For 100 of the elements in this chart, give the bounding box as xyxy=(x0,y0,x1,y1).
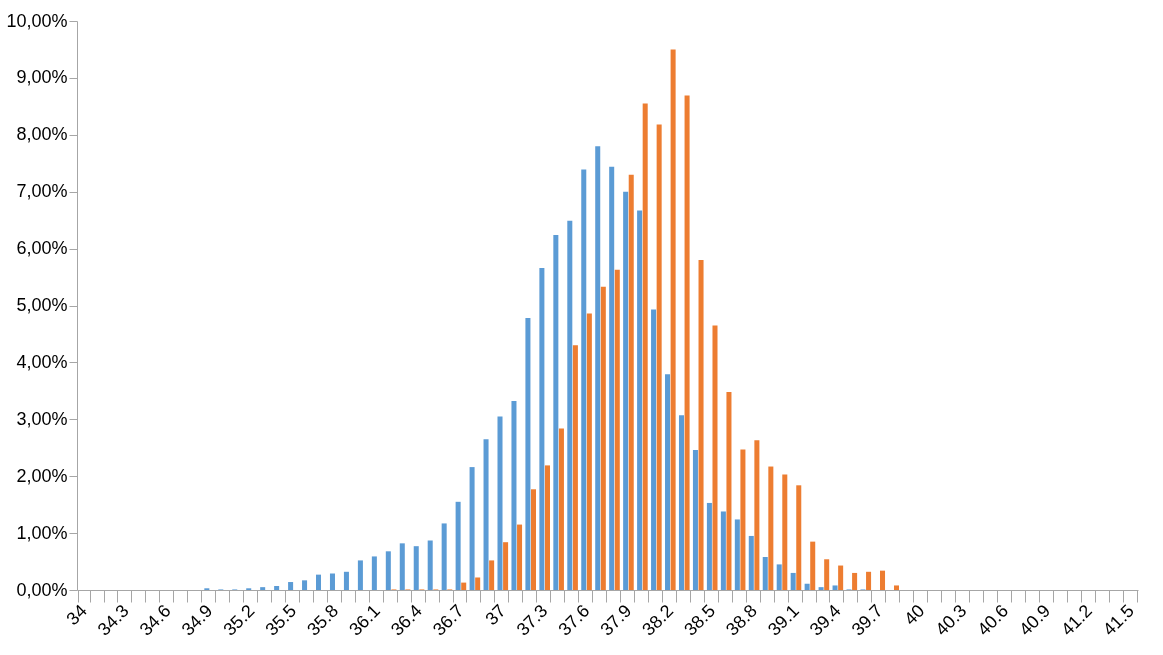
bar xyxy=(517,524,523,590)
bar xyxy=(880,570,886,590)
bar xyxy=(544,465,550,590)
x-tick-label: 40 xyxy=(900,600,929,630)
bar xyxy=(720,511,726,590)
bar xyxy=(628,174,634,590)
bar xyxy=(776,564,782,590)
bar xyxy=(740,449,746,590)
bar xyxy=(572,345,578,590)
bar xyxy=(818,587,824,590)
bar xyxy=(838,565,844,590)
bar xyxy=(678,415,684,590)
bar xyxy=(511,401,517,590)
bar xyxy=(670,49,676,590)
bar xyxy=(567,220,573,590)
bar xyxy=(600,286,606,590)
x-tick-label: 39.4 xyxy=(805,600,845,640)
bar xyxy=(706,502,712,590)
bar xyxy=(762,557,768,590)
bar xyxy=(343,571,349,590)
x-tick-label: 34.6 xyxy=(135,600,175,640)
bar xyxy=(371,556,377,590)
y-tick-label: 4,00% xyxy=(16,351,68,372)
bar xyxy=(609,166,615,590)
bar xyxy=(595,146,601,590)
y-tick-label: 3,00% xyxy=(16,408,68,429)
x-tick-label: 34.3 xyxy=(93,600,133,640)
bar xyxy=(581,169,587,590)
x-tick-label: 40.6 xyxy=(973,600,1013,640)
x-tick-label: 35.2 xyxy=(219,600,259,640)
bar xyxy=(748,535,754,590)
y-tick-label: 7,00% xyxy=(16,181,68,202)
bar xyxy=(503,542,509,590)
x-tick-label: 36.4 xyxy=(386,600,426,640)
bar xyxy=(614,269,620,590)
y-tick-label: 2,00% xyxy=(16,465,68,486)
x-tick-label: 38.2 xyxy=(638,600,678,640)
bar xyxy=(357,560,363,590)
bar xyxy=(796,485,802,590)
bar xyxy=(832,585,838,590)
bar xyxy=(427,540,433,590)
bar xyxy=(782,474,788,590)
x-tick-label: 35.8 xyxy=(303,600,343,640)
x-tick-label: 40.3 xyxy=(931,600,971,640)
x-tick-label: 41.2 xyxy=(1057,600,1096,640)
x-tick-label: 38.8 xyxy=(722,600,761,640)
bar xyxy=(726,391,732,590)
y-tick-label: 6,00% xyxy=(16,238,68,259)
bar xyxy=(656,124,662,590)
x-tick-label: 37.6 xyxy=(554,600,594,640)
bar xyxy=(475,577,481,590)
bar xyxy=(698,259,704,590)
bar xyxy=(866,571,872,590)
x-tick-label: 34.9 xyxy=(177,600,217,640)
bar xyxy=(288,582,294,590)
bar xyxy=(651,309,657,590)
bar xyxy=(754,440,760,590)
bar xyxy=(810,541,816,590)
y-tick-label: 1,00% xyxy=(16,522,68,543)
bar xyxy=(316,574,322,590)
bar xyxy=(497,416,503,590)
bar xyxy=(525,318,531,590)
bar xyxy=(558,428,564,590)
bar xyxy=(684,95,690,590)
y-tick-label: 8,00% xyxy=(16,124,68,145)
bar xyxy=(734,519,740,590)
bar xyxy=(790,572,796,590)
x-tick-label: 37 xyxy=(481,600,510,630)
bar xyxy=(461,582,467,590)
x-tick-label: 37.3 xyxy=(512,600,552,640)
bar xyxy=(893,585,899,590)
bar xyxy=(586,313,592,590)
bar xyxy=(455,501,461,590)
x-tick-label: 37.9 xyxy=(596,600,636,640)
bar xyxy=(329,573,335,590)
bar xyxy=(483,439,489,590)
bar xyxy=(489,560,495,590)
x-tick-label: 39.1 xyxy=(763,600,803,640)
bar xyxy=(399,543,405,590)
bar xyxy=(768,466,774,590)
bar xyxy=(469,467,475,590)
bar xyxy=(637,210,643,590)
x-tick-label: 36.1 xyxy=(345,600,385,640)
y-tick-label: 0,00% xyxy=(16,579,68,600)
y-tick-label: 9,00% xyxy=(16,67,68,88)
bar xyxy=(302,580,308,590)
bar xyxy=(441,523,447,590)
bar xyxy=(692,450,698,590)
x-tick-label: 34 xyxy=(62,600,91,630)
x-tick-label: 40.9 xyxy=(1015,600,1055,640)
bar xyxy=(804,583,810,590)
bar xyxy=(385,551,391,590)
bar xyxy=(413,546,419,590)
bar xyxy=(852,572,858,590)
bar xyxy=(665,374,671,590)
y-tick-label: 5,00% xyxy=(16,295,68,315)
bar xyxy=(531,489,537,590)
bar xyxy=(642,103,648,590)
bar xyxy=(712,325,718,590)
y-tick-label: 10,00% xyxy=(6,10,68,31)
